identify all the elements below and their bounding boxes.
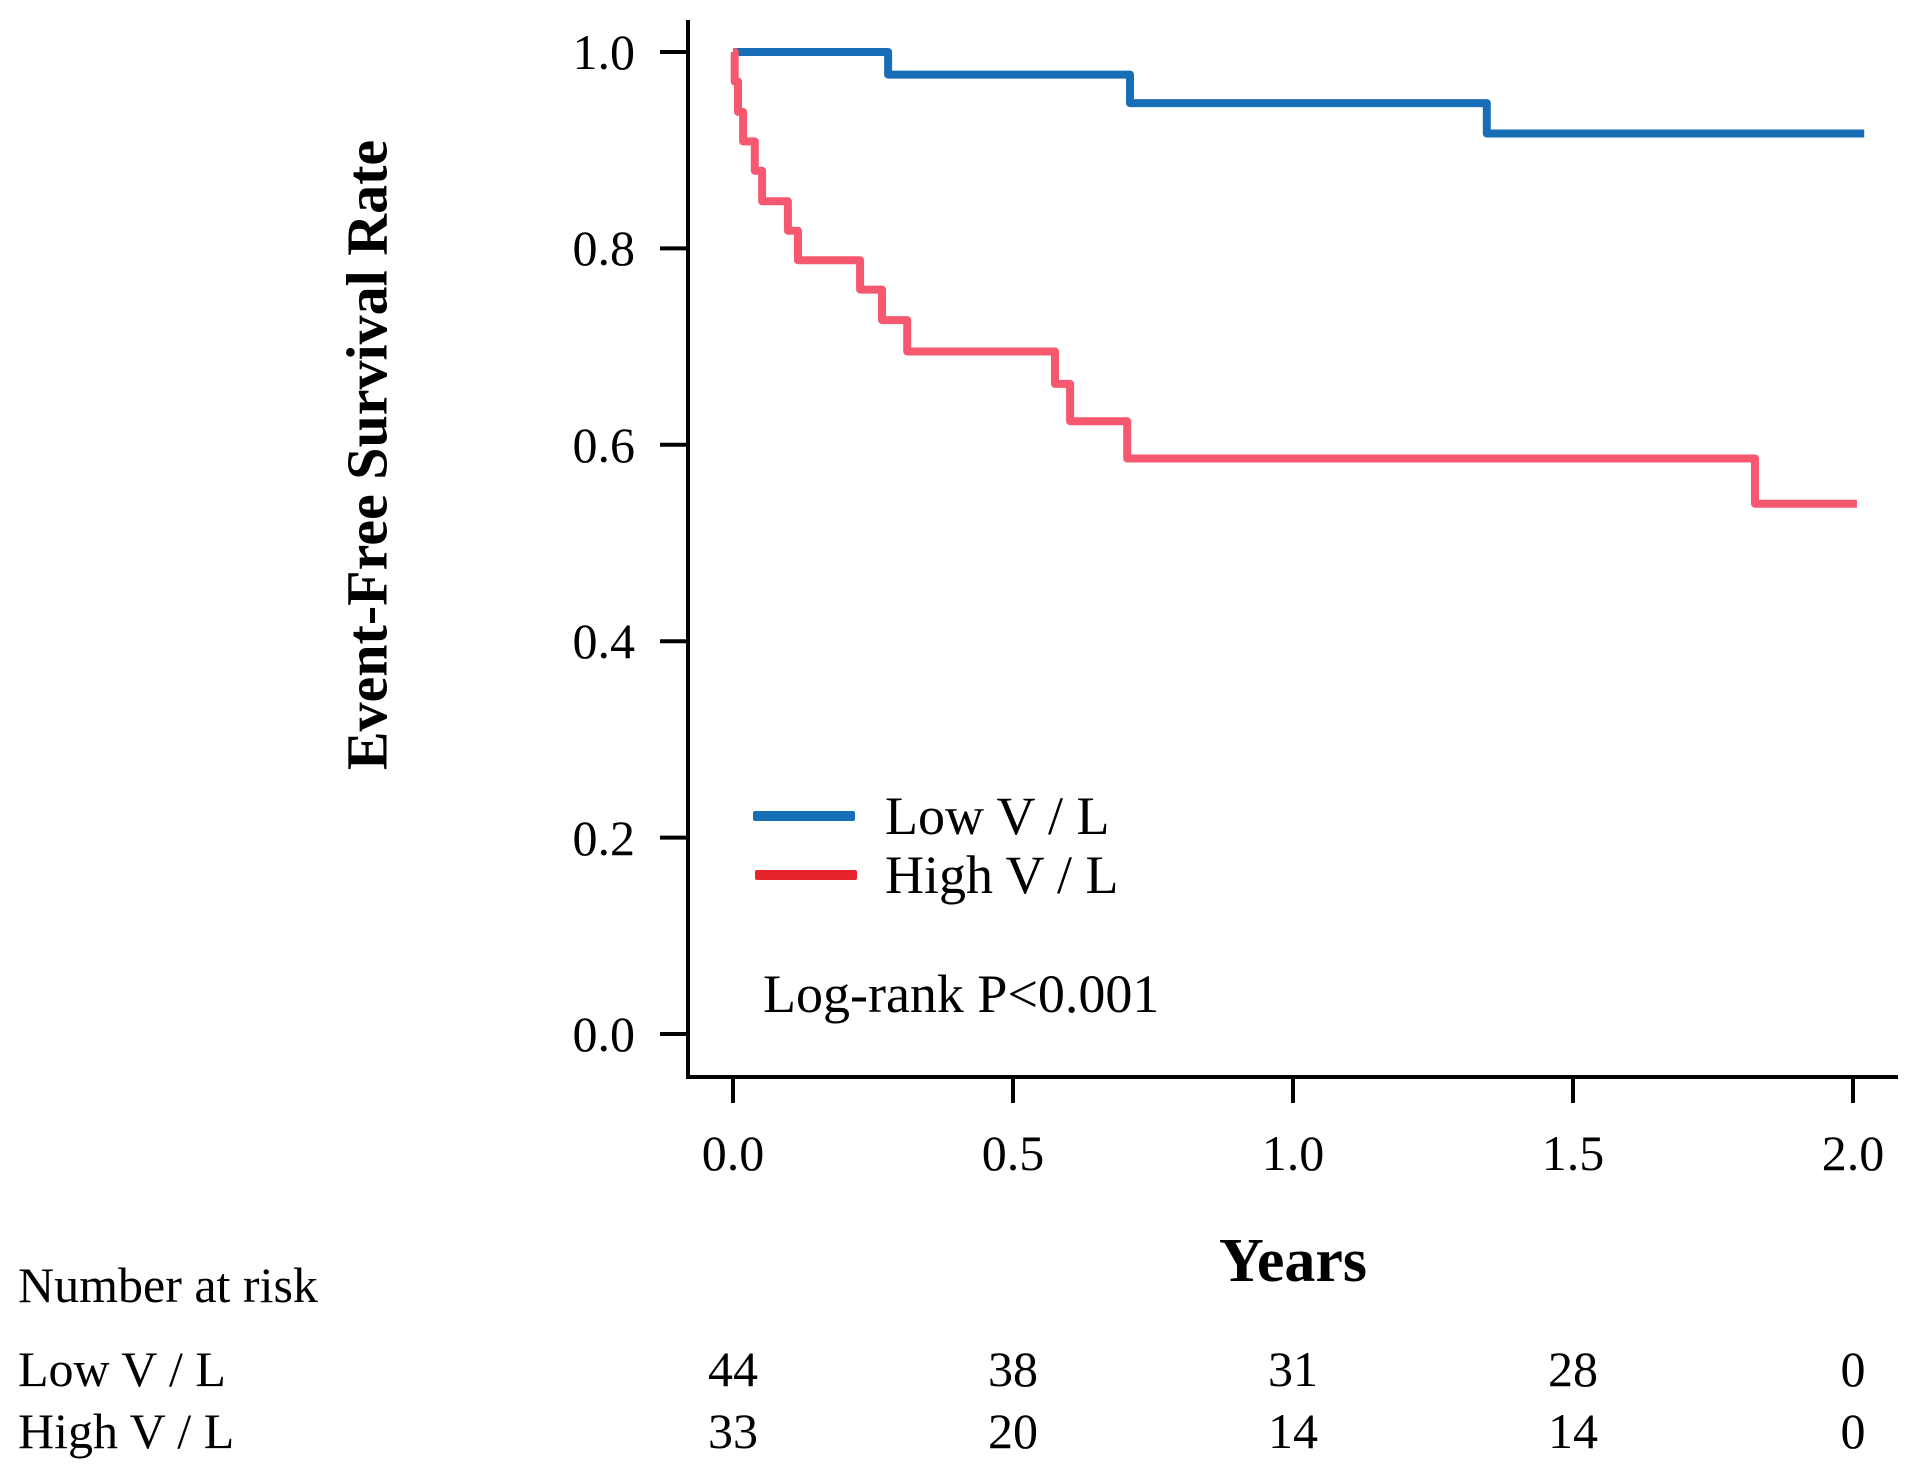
risk-count: 44 [708,1341,758,1397]
risk-count: 14 [1268,1403,1318,1459]
risk-count: 28 [1548,1341,1598,1397]
x-axis-title: Years [1218,1227,1368,1295]
risk-count: 33 [708,1403,758,1459]
y-tick-label: 0.8 [572,220,636,277]
legend-label-low: Low V / L [885,786,1110,846]
x-tick-label: 1.5 [1541,1125,1605,1181]
y-axis-title: Event-Free Survival Rate [334,139,400,771]
series-line-high-v-l [730,48,1857,508]
x-tick-label: 0.5 [981,1125,1045,1181]
y-tick-label: 0.0 [572,1006,636,1062]
series-line-low-v-l [733,48,1865,138]
risk-row-label-low: Low V / L [18,1341,226,1397]
legend-line-low-swatch [753,811,855,821]
y-tick-label: 1.0 [572,24,636,80]
y-tick-label: 0.4 [572,613,636,670]
y-tick-label: 0.2 [572,809,636,866]
legend-label-high: High V / L [885,845,1119,905]
risk-row-label-high: High V / L [18,1403,235,1459]
log-rank-annotation: Log-rank P<0.001 [763,964,1160,1024]
risk-count: 14 [1548,1403,1598,1459]
legend-line-high-swatch [755,870,857,880]
risk-count: 38 [988,1341,1038,1397]
risk-count: 31 [1268,1341,1318,1397]
risk-count: 20 [988,1403,1038,1459]
risk-count: 0 [1840,1403,1866,1459]
risk-table-header: Number at risk [18,1257,318,1313]
x-tick-label: 2.0 [1821,1125,1885,1181]
x-tick-label: 0.0 [701,1125,765,1181]
y-tick-label: 0.6 [572,416,636,473]
risk-count: 0 [1840,1341,1866,1397]
x-tick-label: 1.0 [1261,1125,1325,1181]
